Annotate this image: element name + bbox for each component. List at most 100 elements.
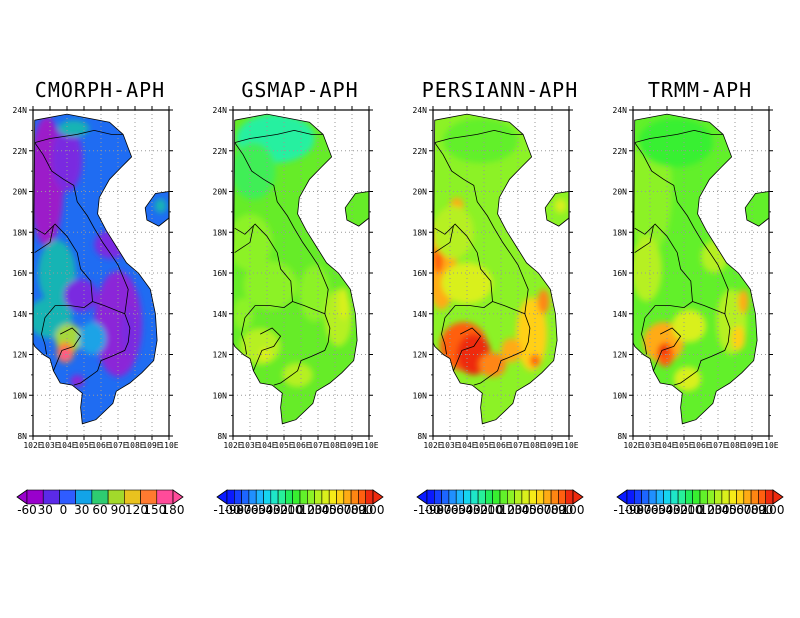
lon-label: 104E: [257, 441, 276, 450]
colorbar-swatch: [255, 489, 264, 505]
lat-label: 10N: [613, 391, 628, 400]
precip-patch: [338, 287, 349, 320]
precip-patch: [233, 297, 254, 331]
lat-label: 12N: [613, 351, 628, 360]
country-border: [234, 226, 254, 253]
colorbar-arrow-left: [616, 489, 628, 505]
panel-gsmap-aph: GSMAP-APH 24N 22N 20N 18N 16N 14N 12N 10N 8N 102E…: [200, 0, 400, 470]
colorbar-swatch: [42, 489, 60, 505]
colorbar-swatch: [59, 489, 76, 505]
lon-label: 105E: [674, 441, 693, 450]
colorbar-label: -50: [653, 503, 674, 517]
colorbar-swatch: [248, 489, 257, 505]
colorbar-swatch: [277, 489, 286, 505]
precip-patch: [233, 142, 276, 200]
colorbar-swatch: [233, 489, 242, 505]
precip-field: [433, 114, 569, 424]
lon-label: 102E: [423, 441, 442, 450]
lon-label: 105E: [274, 441, 293, 450]
colorbar-swatch: [685, 489, 694, 505]
colorbar-label: 50: [528, 503, 545, 517]
colorbar-swatch: [707, 489, 715, 505]
coastline: [32, 113, 158, 425]
colorbar-label: -100: [213, 503, 241, 517]
colorbar-arrow-right: [772, 489, 784, 505]
country-border: [53, 327, 82, 371]
colorbar-label: -20: [475, 503, 496, 517]
colorbar-label: 80: [750, 503, 767, 517]
colorbar-label: 70: [343, 503, 359, 517]
colorbar-swatch: [463, 489, 472, 505]
precip-patch: [443, 118, 518, 163]
lon-label: 108E: [525, 441, 544, 450]
precip-patch: [673, 366, 701, 392]
colorbar-label: 40: [521, 503, 537, 517]
colorbar-label: -60: [246, 503, 266, 517]
lon-label: 102E: [23, 441, 42, 450]
colorbar-swatch: [758, 489, 766, 505]
colorbar-swatch: [365, 489, 374, 505]
colorbar-label: 0: [696, 503, 704, 517]
colorbar-label: -10: [682, 503, 703, 517]
colorbar-label: 70: [743, 503, 759, 517]
colorbar-swatch: [648, 489, 657, 505]
lat-label: 14N: [413, 310, 428, 319]
lon-label: 104E: [457, 441, 476, 450]
colorbar-swatch: [507, 489, 515, 505]
colorbar-label: 60: [336, 503, 352, 517]
precip-patch: [243, 260, 298, 310]
map-plot: 24N22N20N18N16N14N12N10N8N102E103E104E10…: [13, 106, 179, 450]
map-plot: 24N22N20N18N16N14N12N10N8N102E103E104E10…: [413, 106, 579, 450]
precip-patch: [441, 262, 493, 304]
colorbar-label: -20: [275, 503, 296, 517]
colorbar-label: -70: [639, 503, 659, 517]
boundaries: [432, 113, 570, 425]
lon-label: 110E: [359, 441, 378, 450]
precip-patch: [731, 326, 746, 351]
colorbar-label: 20: [306, 503, 323, 517]
colorbar-swatch: [358, 489, 366, 505]
precip-patch: [638, 118, 713, 167]
lat-label: 8N: [617, 432, 627, 441]
colorbar-swatch: [426, 489, 435, 505]
colorbar-swatch: [521, 489, 530, 505]
country-border: [492, 301, 525, 315]
lat-label: 8N: [417, 432, 427, 441]
colorbar-label: 90: [758, 503, 774, 517]
colorbar-swatch: [350, 489, 359, 505]
colorbar-label: -60: [446, 503, 466, 517]
colorbar-swatch: [677, 489, 686, 505]
grid-lines: [633, 110, 769, 436]
colorbar-label: 30: [514, 503, 530, 517]
colorbar-arrow-left: [16, 489, 28, 505]
colorbar-swatch: [140, 489, 158, 505]
country-border: [434, 129, 524, 143]
panel-persiann-aph: PERSIANN-APH 24N 22N 20N 18N 16N 14N 12N 10N 8N 1…: [400, 0, 600, 470]
country-border: [634, 226, 654, 253]
colorbar-label: 10: [499, 503, 515, 517]
colorbar-persiann: -100 -90 -80 -70 -60 -50 -40 -30 -20 -10 0 10 20 30 40…: [413, 486, 584, 526]
lon-label: 109E: [742, 441, 761, 450]
colorbar-arrow-left: [416, 489, 428, 505]
colorbar-label: 0: [296, 503, 304, 517]
country-border: [634, 129, 724, 143]
country-border: [234, 129, 324, 143]
colorbar-label: -90: [424, 503, 445, 517]
colorbar-labels: -100 -90 -80 -70 -60 -50 -40 -30 -20 -10 0 10 20 30 40…: [213, 503, 384, 519]
precip-patch: [70, 374, 84, 388]
colorbar-swatches: [216, 489, 384, 505]
lat-label: 12N: [213, 351, 228, 360]
colorbar-swatch: [543, 489, 552, 505]
colorbar-swatch: [433, 489, 442, 505]
lon-label: 107E: [508, 441, 527, 450]
lat-label: 22N: [213, 147, 228, 156]
colorbar-labels: -60 30 0 30 60 90 120 150 180: [17, 503, 184, 519]
coastline: [432, 113, 558, 425]
colorbar-swatch: [477, 489, 486, 505]
grid-lines: [33, 110, 169, 436]
colorbar-label: -80: [231, 503, 252, 517]
colorbar-label: 50: [328, 503, 345, 517]
coastline: [232, 113, 358, 425]
lat-label: 22N: [13, 147, 28, 156]
colorbar-label: 10: [299, 503, 315, 517]
